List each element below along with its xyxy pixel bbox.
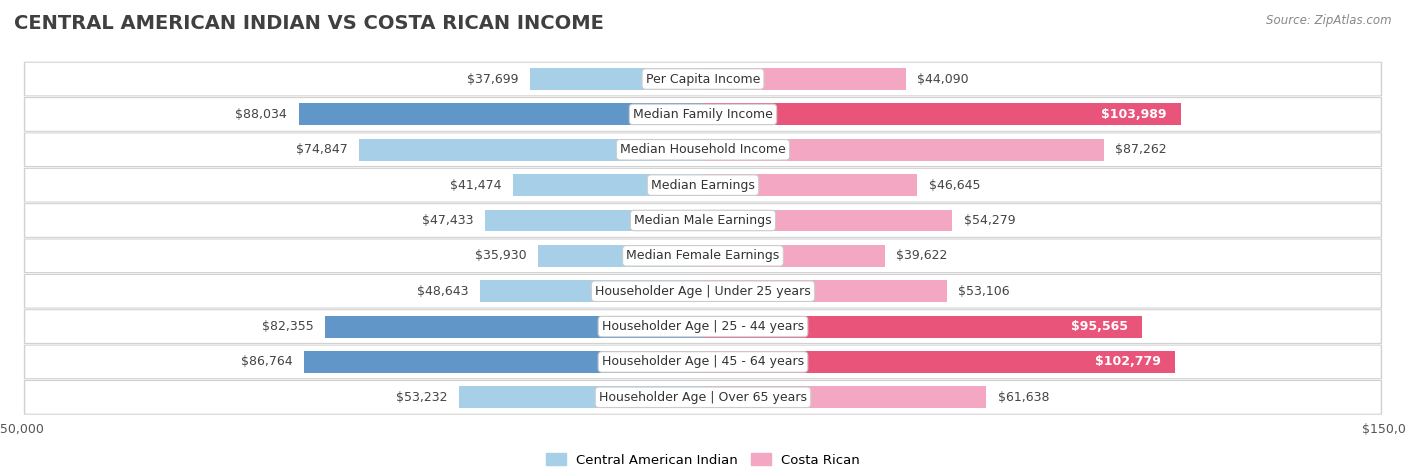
Text: Per Capita Income: Per Capita Income: [645, 72, 761, 85]
Text: $102,779: $102,779: [1095, 355, 1161, 368]
FancyBboxPatch shape: [24, 381, 1382, 414]
Text: Median Household Income: Median Household Income: [620, 143, 786, 156]
Bar: [530, 68, 703, 90]
Text: Median Earnings: Median Earnings: [651, 178, 755, 191]
Text: $74,847: $74,847: [297, 143, 347, 156]
Bar: [703, 316, 1142, 338]
FancyBboxPatch shape: [24, 133, 1382, 167]
Text: $53,232: $53,232: [395, 391, 447, 404]
Text: $103,989: $103,989: [1101, 108, 1167, 121]
Bar: [325, 316, 703, 338]
FancyBboxPatch shape: [24, 239, 1382, 273]
Text: Householder Age | Over 65 years: Householder Age | Over 65 years: [599, 391, 807, 404]
Text: $82,355: $82,355: [262, 320, 314, 333]
Text: $88,034: $88,034: [235, 108, 287, 121]
Text: Median Male Earnings: Median Male Earnings: [634, 214, 772, 227]
Text: $44,090: $44,090: [917, 72, 969, 85]
FancyBboxPatch shape: [25, 98, 1381, 131]
FancyBboxPatch shape: [24, 345, 1382, 379]
Text: $61,638: $61,638: [998, 391, 1049, 404]
FancyBboxPatch shape: [25, 311, 1381, 343]
Bar: [359, 139, 703, 161]
Text: $35,930: $35,930: [475, 249, 526, 262]
FancyBboxPatch shape: [25, 346, 1381, 378]
Bar: [458, 386, 703, 408]
Text: Source: ZipAtlas.com: Source: ZipAtlas.com: [1267, 14, 1392, 27]
FancyBboxPatch shape: [25, 240, 1381, 272]
Text: $54,279: $54,279: [963, 214, 1015, 227]
FancyBboxPatch shape: [25, 205, 1381, 237]
Bar: [703, 386, 986, 408]
Text: $53,106: $53,106: [959, 285, 1010, 298]
Text: $87,262: $87,262: [1115, 143, 1167, 156]
FancyBboxPatch shape: [24, 62, 1382, 96]
FancyBboxPatch shape: [25, 275, 1381, 307]
Text: $47,433: $47,433: [422, 214, 474, 227]
FancyBboxPatch shape: [25, 381, 1381, 413]
Text: $41,474: $41,474: [450, 178, 501, 191]
Bar: [298, 103, 703, 125]
Bar: [703, 210, 952, 232]
Bar: [305, 351, 703, 373]
FancyBboxPatch shape: [24, 204, 1382, 237]
FancyBboxPatch shape: [25, 63, 1381, 95]
Text: $39,622: $39,622: [897, 249, 948, 262]
Text: $86,764: $86,764: [242, 355, 292, 368]
Bar: [703, 245, 884, 267]
Text: Householder Age | Under 25 years: Householder Age | Under 25 years: [595, 285, 811, 298]
Bar: [513, 174, 703, 196]
Text: Householder Age | 45 - 64 years: Householder Age | 45 - 64 years: [602, 355, 804, 368]
Bar: [479, 280, 703, 302]
Bar: [703, 174, 917, 196]
Legend: Central American Indian, Costa Rican: Central American Indian, Costa Rican: [540, 448, 866, 467]
FancyBboxPatch shape: [24, 275, 1382, 308]
FancyBboxPatch shape: [24, 168, 1382, 202]
Text: Median Female Earnings: Median Female Earnings: [627, 249, 779, 262]
Bar: [485, 210, 703, 232]
Text: $48,643: $48,643: [416, 285, 468, 298]
FancyBboxPatch shape: [24, 98, 1382, 131]
Text: $95,565: $95,565: [1071, 320, 1128, 333]
Text: $37,699: $37,699: [467, 72, 519, 85]
Bar: [703, 103, 1181, 125]
Text: Median Family Income: Median Family Income: [633, 108, 773, 121]
Text: CENTRAL AMERICAN INDIAN VS COSTA RICAN INCOME: CENTRAL AMERICAN INDIAN VS COSTA RICAN I…: [14, 14, 605, 33]
FancyBboxPatch shape: [24, 310, 1382, 343]
Text: $46,645: $46,645: [929, 178, 980, 191]
Bar: [703, 280, 946, 302]
Text: Householder Age | 25 - 44 years: Householder Age | 25 - 44 years: [602, 320, 804, 333]
FancyBboxPatch shape: [25, 169, 1381, 201]
Bar: [703, 139, 1104, 161]
FancyBboxPatch shape: [25, 134, 1381, 166]
Bar: [703, 351, 1175, 373]
Bar: [703, 68, 905, 90]
Bar: [538, 245, 703, 267]
